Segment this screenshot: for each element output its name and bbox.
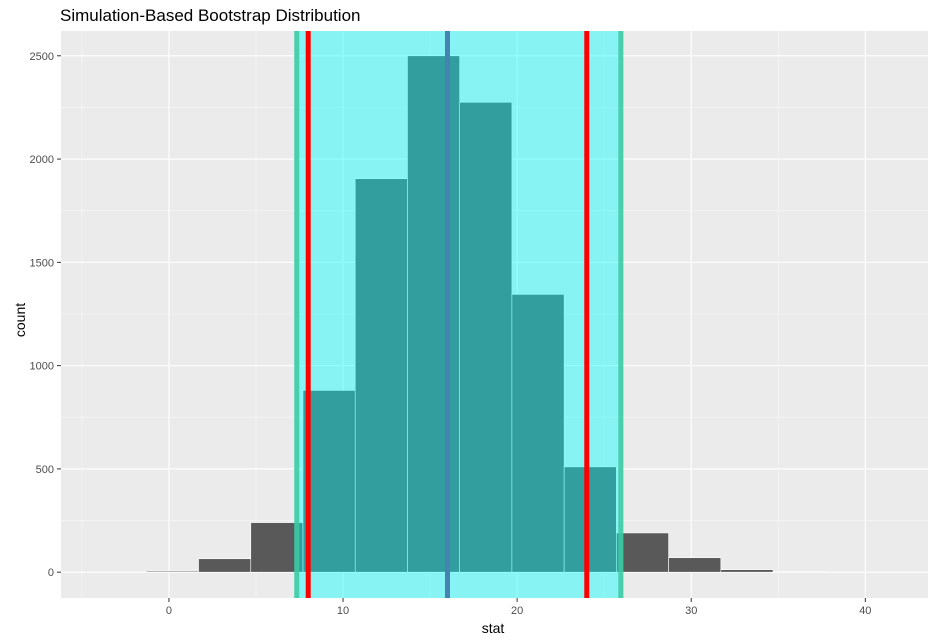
histogram-bar	[563, 466, 617, 573]
histogram-bar	[407, 55, 460, 573]
histogram-bar	[302, 390, 356, 573]
y-tick-label: 2000	[30, 154, 54, 166]
y-tick-label: 1000	[30, 361, 54, 373]
y-tick-label: 2500	[30, 51, 54, 63]
y-tick-label: 0	[48, 567, 54, 579]
histogram-bar	[459, 101, 513, 573]
shaded-interval-right-edge	[618, 31, 624, 598]
y-tick-label: 1500	[30, 257, 54, 269]
histogram-bar	[772, 571, 826, 573]
chart-title: Simulation-Based Bootstrap Distribution	[60, 6, 361, 25]
x-tick-label: 40	[859, 605, 871, 617]
histogram-bar	[198, 558, 252, 573]
histogram-bar	[511, 294, 565, 573]
histogram-bar	[720, 569, 774, 573]
x-axis-label: stat	[481, 620, 505, 636]
x-tick-label: 20	[511, 605, 523, 617]
histogram-bar	[668, 557, 722, 573]
histogram-bar	[146, 570, 199, 573]
x-tick-label: 10	[337, 605, 349, 617]
histogram-bar	[354, 178, 408, 573]
y-tick-label: 500	[36, 464, 54, 476]
histogram-bar	[616, 532, 669, 573]
shaded-interval	[294, 31, 624, 598]
shaded-interval-left-edge	[294, 31, 300, 598]
x-tick-label: 0	[166, 605, 172, 617]
x-tick-label: 30	[685, 605, 697, 617]
